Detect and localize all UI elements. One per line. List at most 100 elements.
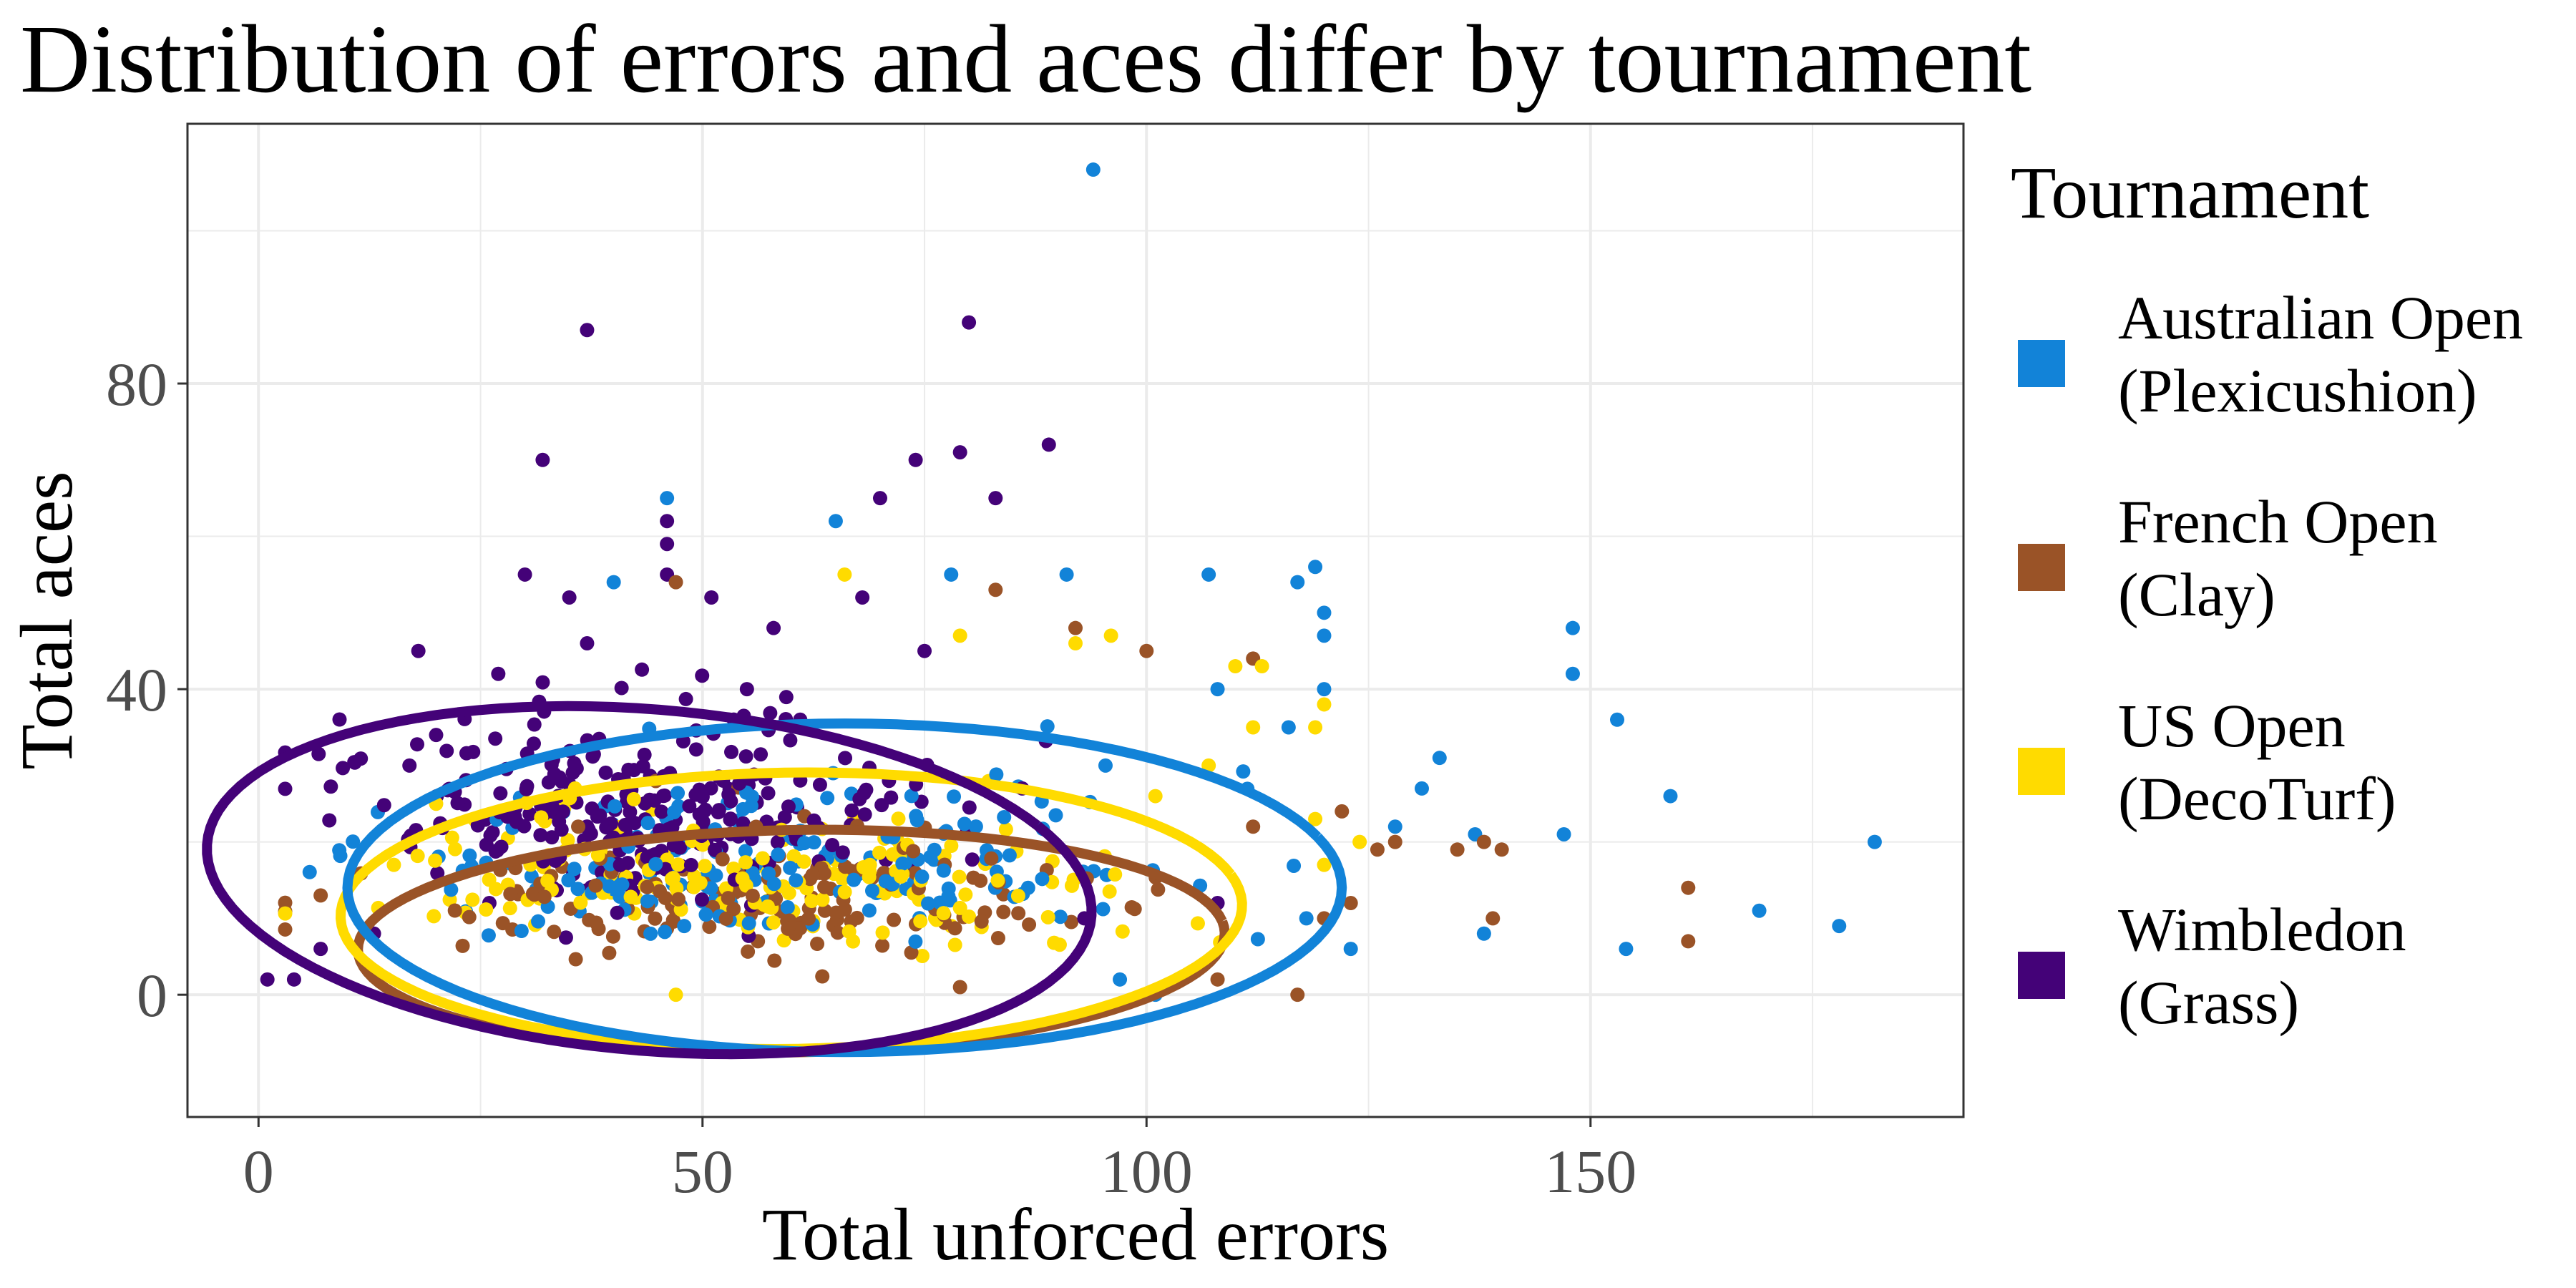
data-point-wimbledon [695,668,710,683]
data-point-australian-open [615,877,630,892]
data-point-australian-open [1287,858,1302,873]
data-point-french-open [1064,914,1079,930]
data-point-french-open [1387,834,1402,849]
data-point-us-open [668,987,683,1002]
data-point-french-open [668,575,683,590]
plot-panel [187,124,1963,1117]
data-point-australian-open [1098,758,1113,773]
data-point-us-open [447,841,462,857]
data-point-australian-open [738,844,753,859]
data-point-wimbledon [770,834,785,849]
data-point-us-open [998,822,1013,837]
data-point-us-open [952,869,967,884]
data-point-french-open [996,904,1011,919]
data-point-australian-open [608,799,623,814]
data-point-us-open [1352,834,1367,849]
data-point-french-open [1343,896,1358,911]
data-point-wimbledon [766,620,781,635]
data-point-wimbledon [660,514,675,529]
data-point-wimbledon [376,798,391,813]
data-point-us-open [913,914,928,929]
data-point-wimbledon [313,942,328,957]
data-point-french-open [640,879,655,894]
data-point-french-open [829,905,844,920]
data-point-wimbledon [491,666,506,681]
ellipse-us-open [336,767,1247,1054]
data-point-french-open [582,912,597,927]
data-point-wimbledon [688,742,703,757]
data-point-wimbledon [493,786,508,801]
data-point-french-open [1246,819,1261,834]
data-point-french-open [875,938,890,953]
data-point-australian-open [1040,719,1055,734]
data-point-french-open [1068,620,1083,635]
data-point-australian-open [1281,720,1296,735]
data-point-wimbledon [835,845,850,860]
data-point-australian-open [670,786,686,801]
data-point-wimbledon [855,590,870,605]
data-point-australian-open [531,914,546,929]
data-point-us-open [837,884,852,899]
data-point-wimbledon [598,765,613,780]
data-point-wimbledon [604,816,619,831]
data-point-french-open [810,937,825,952]
data-point-us-open [665,871,680,886]
data-point-french-open [816,866,831,881]
data-point-us-open [990,873,1005,888]
data-point-wimbledon [988,491,1003,506]
data-point-wimbledon [642,792,657,807]
data-point-us-open [766,915,781,930]
data-point-french-open [1450,842,1465,857]
data-point-australian-open [1053,909,1068,924]
data-point-australian-open [561,873,576,888]
data-point-australian-open [1201,567,1216,582]
data-point-french-open [793,921,808,936]
data-point-wimbledon [565,765,580,780]
data-point-wimbledon [838,751,853,766]
data-point-us-open [560,833,575,848]
data-point-australian-open [658,924,673,940]
data-point-australian-open [606,575,621,590]
data-point-australian-open [677,919,692,934]
data-point-french-open [605,929,620,944]
data-point-us-open [894,869,909,884]
data-point-australian-open [1867,834,1882,849]
data-point-australian-open [1035,872,1050,887]
data-point-australian-open [1020,880,1035,895]
data-point-australian-open [797,836,812,851]
data-point-australian-open [914,869,930,884]
data-point-us-open [479,902,494,917]
data-point-australian-open [780,900,795,915]
data-point-australian-open [1290,575,1305,590]
data-point-french-open [984,851,999,866]
data-point-australian-open [1565,620,1580,635]
data-point-australian-open [1317,605,1332,620]
data-point-french-open [718,911,733,926]
data-point-wimbledon [1041,437,1056,452]
data-point-us-open [1308,811,1323,826]
data-point-wimbledon [739,682,754,697]
data-point-us-open [698,859,713,874]
data-point-wimbledon [466,744,481,759]
data-point-australian-open [997,809,1012,824]
data-point-us-open [776,933,791,948]
data-point-wimbledon [583,826,598,841]
data-point-australian-open [1663,789,1678,804]
legend-key-wimbledon [2018,952,2065,999]
data-point-australian-open [444,882,459,897]
data-point-australian-open [947,789,962,804]
data-point-wimbledon [783,733,798,748]
data-point-wimbledon [844,803,859,818]
data-point-wimbledon [483,828,498,843]
data-point-french-open [741,944,756,959]
data-point-french-open [1494,842,1509,857]
data-point-us-open [1010,889,1025,904]
data-point-french-open [726,902,741,917]
data-point-wimbledon [698,802,713,817]
data-point-australian-open [789,873,804,888]
data-point-wimbledon [507,809,522,824]
legend-title: Tournament [2011,152,2370,234]
data-point-wimbledon [952,445,967,460]
data-point-wimbledon [857,786,872,801]
data-point-australian-open [909,809,924,824]
